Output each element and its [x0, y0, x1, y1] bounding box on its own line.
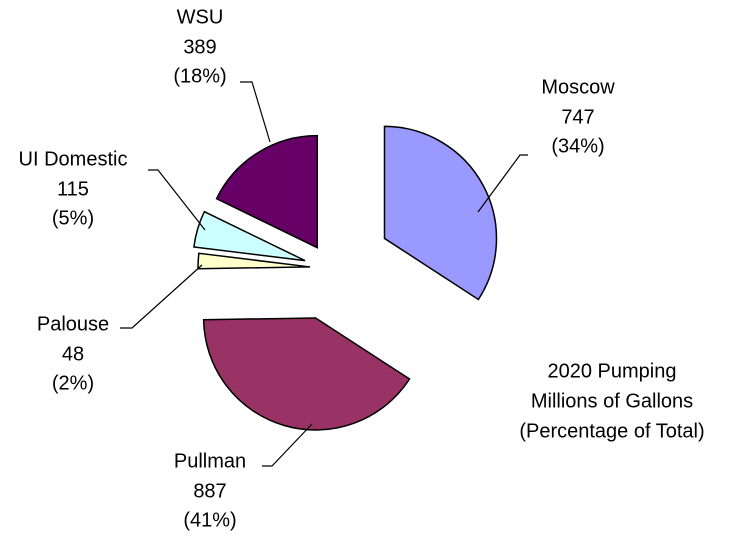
slice-percent: (34%) [551, 135, 604, 157]
slice-label: UI Domestic [19, 148, 128, 170]
chart-title: (Percentage of Total) [519, 420, 704, 442]
slice-label: Palouse [37, 313, 109, 335]
slice-value: 115 [57, 178, 89, 200]
leader-line [477, 154, 528, 213]
chart-title: 2020 Pumping [548, 360, 677, 382]
slice-percent: (41%) [183, 509, 236, 531]
pie-slice [215, 134, 319, 249]
pie-slice [193, 210, 306, 262]
slice-value: 887 [193, 480, 226, 502]
slice-label: Moscow [541, 76, 615, 98]
slice-label: Pullman [174, 450, 246, 472]
slice-percent: (18%) [173, 65, 226, 87]
slice-percent: (5%) [52, 207, 94, 229]
leader-line [262, 423, 313, 467]
slice-label: WSU [177, 6, 224, 28]
leader-line [240, 81, 271, 143]
slice-value: 389 [183, 36, 216, 58]
leader-line [120, 264, 203, 329]
slice-value: 48 [62, 343, 84, 365]
leader-line [148, 169, 206, 231]
slice-percent: (2%) [52, 372, 94, 394]
pie-slice [383, 125, 498, 301]
pie-slice [202, 317, 411, 431]
slice-value: 747 [561, 106, 594, 128]
chart-title: Millions of Gallons [531, 390, 693, 412]
